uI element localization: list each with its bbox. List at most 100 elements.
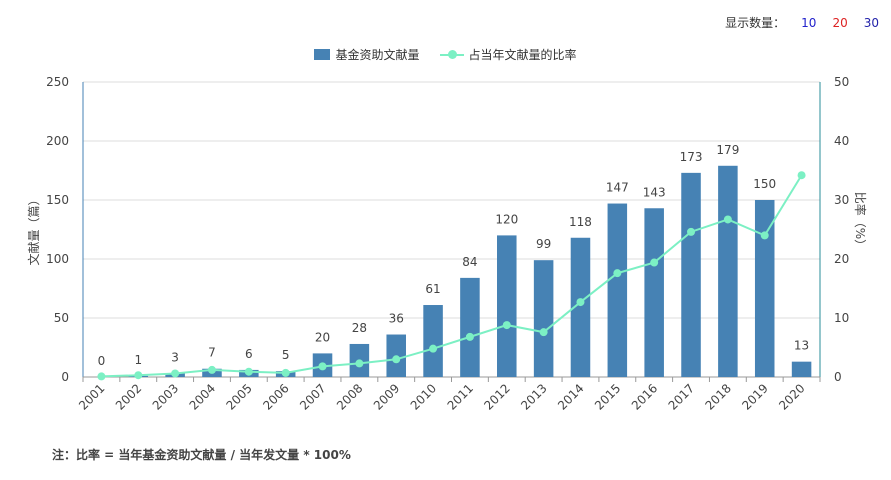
bar: [460, 277, 480, 377]
ratio-point: [134, 371, 143, 380]
bar-data-label: 3: [171, 350, 179, 364]
y2-tick-label: 10: [834, 311, 849, 325]
bar: [570, 237, 591, 377]
bar-data-label: 13: [794, 339, 809, 353]
bar-data-label: 147: [606, 181, 629, 195]
y-tick-label: 50: [54, 311, 69, 325]
x-tick-label: 2005: [223, 381, 254, 412]
ratio-point: [281, 368, 290, 377]
y-axis-title: 文献量（篇）: [26, 193, 41, 265]
ratio-point: [502, 321, 511, 330]
bar: [718, 165, 738, 377]
ratio-point: [687, 227, 696, 236]
ratio-line: [101, 174, 803, 378]
display-count-option-10[interactable]: 10: [801, 15, 817, 30]
x-tick-label: 2006: [260, 381, 291, 412]
ratio-point: [539, 328, 548, 337]
ratio-point: [207, 365, 216, 374]
bar-data-label: 7: [208, 346, 216, 360]
bar-data-label: 0: [98, 354, 106, 368]
line-swatch-icon: [439, 49, 464, 60]
bar-data-label: 150: [753, 177, 776, 191]
x-tick-label: 2010: [408, 381, 439, 412]
ratio-point: [650, 258, 659, 267]
display-count-selector: 显示数量： 10 20 30: [725, 14, 879, 31]
bar: [497, 235, 517, 377]
bar-data-label: 6: [245, 347, 253, 361]
x-tick-label: 2003: [150, 381, 181, 412]
ratio-point: [760, 231, 769, 240]
bar-data-label: 28: [352, 321, 367, 335]
x-tick-label: 2014: [555, 381, 586, 412]
y2-axis-title: 比率（%）: [853, 192, 868, 251]
bar: [681, 172, 701, 377]
ratio-point: [318, 362, 327, 371]
bar: [791, 361, 812, 377]
ratio-point: [613, 269, 622, 278]
bar-line-chart: 0 50 100 150 200 250 0 10 20 30 40 50 文献量（篇） 比率（%） 0 20…: [26, 75, 868, 413]
chart-footnote: 注：比率 = 当年基金资助文献量 / 当年发文量 * 100%: [52, 448, 351, 462]
bar: [607, 203, 628, 377]
ratio-point: [723, 215, 732, 224]
x-tick-label: 2019: [739, 381, 770, 412]
bar-data-label: 36: [389, 312, 404, 326]
x-tick-label: 2016: [629, 381, 660, 412]
bar-data-label: 20: [315, 330, 330, 344]
ratio-point: [392, 355, 401, 364]
bar-data-label: 1: [134, 353, 142, 367]
y2-tick-label: 40: [834, 134, 849, 148]
x-tick-label: 2002: [113, 381, 144, 412]
legend-item-line-series[interactable]: 占当年文献量的比率: [439, 46, 577, 63]
display-count-label: 显示数量：: [725, 16, 786, 30]
y2-tick-label: 20: [834, 252, 849, 266]
x-tick-label: 2018: [702, 381, 733, 412]
y2-tick-label: 50: [834, 75, 849, 89]
bar: [423, 305, 443, 377]
bar-data-label: 120: [495, 212, 518, 226]
legend-item-bar-series[interactable]: 基金资助文献量: [314, 46, 420, 63]
legend-label-line-series: 占当年文献量的比率: [468, 48, 577, 62]
y2-tick-label: 0: [834, 370, 842, 384]
display-count-option-20[interactable]: 20: [832, 15, 848, 30]
x-tick-label: 2020: [776, 381, 807, 412]
bar-data-label: 173: [680, 150, 703, 164]
ratio-point: [355, 359, 364, 368]
bar-data-label: 99: [536, 237, 551, 251]
ratio-point: [465, 332, 474, 341]
x-tick-label: 2007: [297, 381, 328, 412]
ratio-point: [97, 372, 106, 381]
bar-data-label: 61: [425, 282, 440, 296]
bar-data-label: 179: [716, 143, 739, 157]
y-tick-label: 0: [61, 370, 69, 384]
ratio-point: [244, 367, 253, 376]
x-tick-label: 2015: [592, 381, 623, 412]
y-tick-label: 200: [46, 134, 69, 148]
x-tick-label: 2001: [76, 381, 107, 412]
bar-data-label: 143: [643, 185, 666, 199]
y-tick-label: 150: [46, 193, 69, 207]
x-tick-label: 2011: [445, 381, 476, 412]
bar-data-label: 118: [569, 215, 592, 229]
x-tick-label: 2008: [334, 381, 365, 412]
bar-swatch-icon: [314, 49, 331, 60]
x-tick-label: 2009: [371, 381, 402, 412]
legend-label-bar-series: 基金资助文献量: [335, 48, 420, 62]
bar: [533, 260, 554, 377]
x-tick-label: 2013: [518, 381, 549, 412]
y-tick-label: 250: [46, 75, 69, 89]
ratio-point: [429, 344, 438, 353]
ratio-point: [576, 298, 585, 307]
ratio-point: [797, 171, 806, 180]
x-tick-label: 2012: [481, 381, 512, 412]
x-tick-label: 2017: [666, 381, 697, 412]
bar: [754, 200, 775, 377]
y2-tick-label: 30: [834, 193, 849, 207]
display-count-option-30[interactable]: 30: [863, 15, 879, 30]
ratio-point: [171, 369, 180, 378]
chart-legend: 基金资助文献量 占当年文献量的比率: [0, 46, 891, 63]
bar-data-label: 84: [462, 255, 477, 269]
x-tick-label: 2004: [187, 381, 218, 412]
bar: [644, 208, 664, 377]
y-tick-label: 100: [46, 252, 69, 266]
bar-data-label: 5: [282, 348, 290, 362]
